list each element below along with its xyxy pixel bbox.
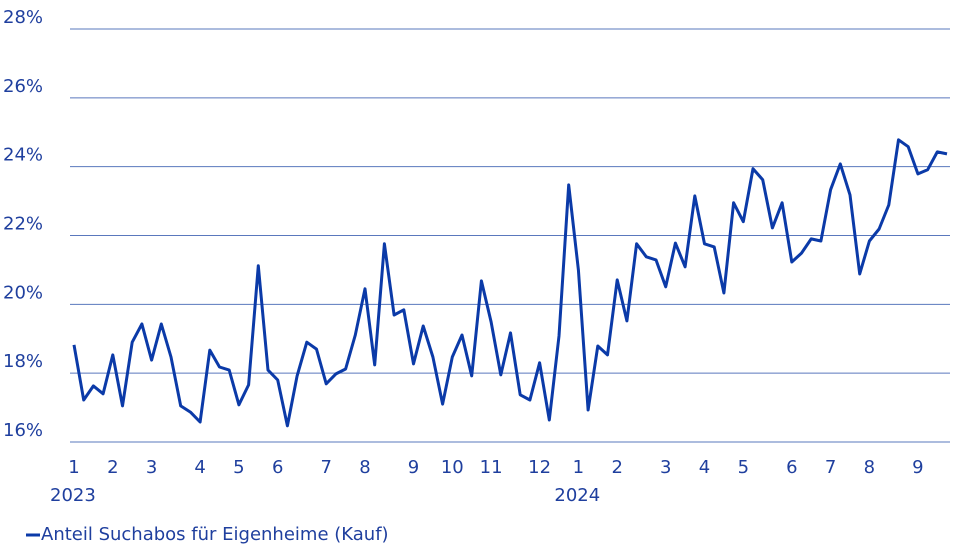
x-tick-label: 4	[194, 457, 205, 478]
x-tick-label: 2	[611, 457, 622, 478]
x-tick-label: 3	[146, 457, 157, 478]
y-tick-label: 16%	[3, 420, 43, 441]
y-tick-label: 22%	[3, 214, 43, 235]
y-tick-label: 26%	[3, 76, 43, 97]
x-tick-label: 5	[738, 457, 749, 478]
x-tick-label: 6	[786, 457, 797, 478]
y-tick-label: 28%	[3, 7, 43, 28]
x-tick-label: 5	[233, 457, 244, 478]
x-tick-label: 9	[912, 457, 923, 478]
x-group-label: 2023	[50, 485, 96, 506]
x-tick-label: 12	[528, 457, 551, 478]
x-tick-label: 9	[408, 457, 419, 478]
x-tick-label: 1	[68, 457, 79, 478]
data-line	[72, 138, 948, 428]
y-tick-label: 18%	[3, 351, 43, 372]
y-tick-label: 24%	[3, 145, 43, 166]
x-tick-label: 7	[825, 457, 836, 478]
x-tick-label: 11	[480, 457, 503, 478]
x-tick-label: 7	[320, 457, 331, 478]
x-tick-label: 3	[660, 457, 671, 478]
x-tick-label: 2	[107, 457, 118, 478]
x-tick-label: 8	[359, 457, 370, 478]
x-tick-label: 6	[272, 457, 283, 478]
x-tick-label: 8	[864, 457, 875, 478]
y-tick-label: 20%	[3, 282, 43, 303]
x-group-label: 2024	[554, 485, 600, 506]
x-tick-label: 4	[699, 457, 710, 478]
x-tick-label: 10	[441, 457, 464, 478]
x-tick-label: 1	[573, 457, 584, 478]
legend-label: Anteil Suchabos für Eigenheime (Kauf)	[41, 524, 389, 545]
